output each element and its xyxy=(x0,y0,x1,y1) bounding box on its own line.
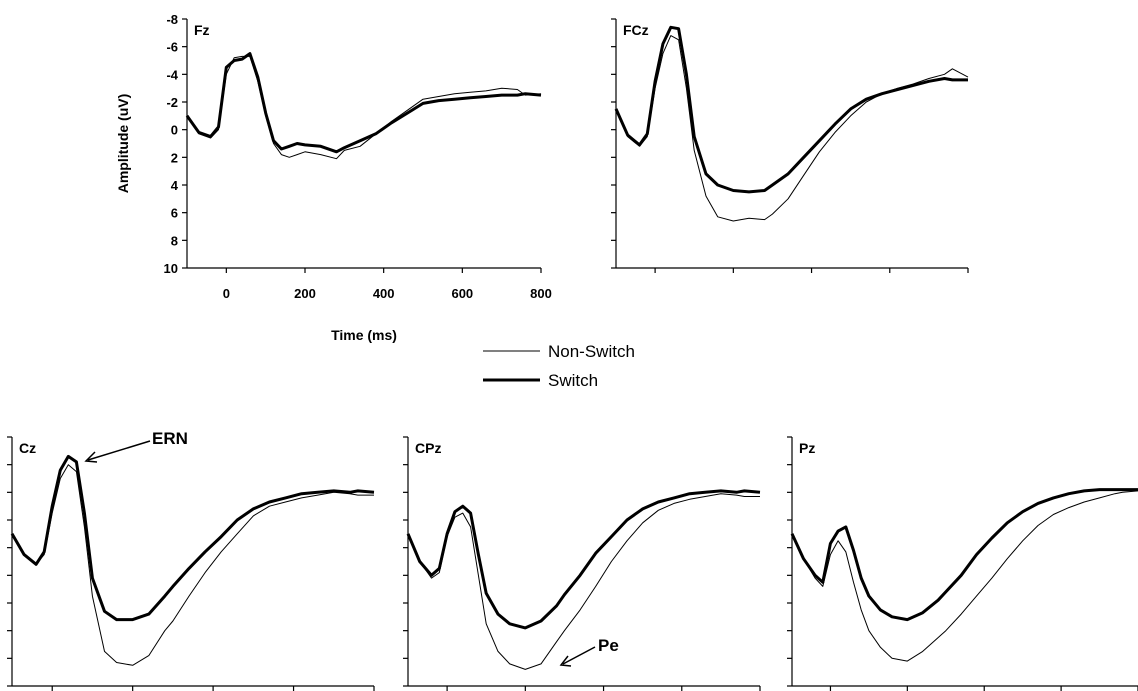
ern-annotation-label: ERN xyxy=(152,429,188,448)
nonswitch-waveform xyxy=(615,35,969,222)
panel-cz: Cz xyxy=(7,436,375,691)
x-tick-label: 800 xyxy=(530,286,552,301)
pe-annotation-label: Pe xyxy=(598,636,619,655)
panel-label: Fz xyxy=(194,22,210,38)
pe-arrow xyxy=(562,646,596,665)
panel-label: CPz xyxy=(415,440,441,456)
y-tick-label: -2 xyxy=(166,95,178,110)
panels-group: -8 -6 -4 -2 0 2 4 6 8 10 0 200 400 600 800 Time (ms) Amp… xyxy=(7,12,1138,691)
panel-fz: -8 -6 -4 -2 0 2 4 6 8 10 0 200 400 600 800 Time (ms) Amp… xyxy=(115,12,552,343)
switch-waveform xyxy=(614,25,968,194)
x-tick-label: 200 xyxy=(294,286,316,301)
legend-nonswitch-label: Non-Switch xyxy=(548,342,635,361)
ern-arrow xyxy=(87,440,151,461)
panel-label: Cz xyxy=(19,440,36,456)
nonswitch-waveform xyxy=(11,464,374,666)
panel-label: FCz xyxy=(623,22,649,38)
y-tick-label: 0 xyxy=(171,123,178,138)
panel-label: Pz xyxy=(799,440,815,456)
y-tick-label: 8 xyxy=(171,233,178,248)
y-axis-label: Amplitude (uV) xyxy=(115,94,131,194)
panel-cpz: CPz xyxy=(403,436,761,691)
y-tick-label: -6 xyxy=(166,40,178,55)
switch-waveform xyxy=(406,489,761,630)
x-tick-label: 0 xyxy=(223,286,230,301)
y-tick-label: 4 xyxy=(171,178,179,193)
y-tick-label: -4 xyxy=(166,67,178,82)
legend-switch-label: Switch xyxy=(548,371,598,390)
x-tick-label: 600 xyxy=(451,286,473,301)
panel-fcz: FCz xyxy=(611,18,969,273)
nonswitch-waveform xyxy=(791,490,1138,662)
pe-arrowhead xyxy=(559,655,572,667)
y-tick-label: -8 xyxy=(166,12,178,27)
nonswitch-waveform xyxy=(407,493,760,670)
y-tick-label: 10 xyxy=(164,261,178,276)
annotations: ERN Pe xyxy=(84,429,619,667)
switch-waveform xyxy=(790,488,1138,622)
panel-pz: Pz xyxy=(787,436,1138,691)
switch-waveform xyxy=(185,52,542,154)
legend: Non-Switch Switch xyxy=(483,342,635,390)
ern-arrowhead xyxy=(84,451,98,463)
x-tick-label: 400 xyxy=(373,286,395,301)
nonswitch-waveform xyxy=(186,55,542,160)
x-axis-label: Time (ms) xyxy=(331,327,397,343)
switch-waveform xyxy=(10,454,375,622)
y-tick-label: 6 xyxy=(171,206,178,221)
y-tick-label: 2 xyxy=(171,150,178,165)
